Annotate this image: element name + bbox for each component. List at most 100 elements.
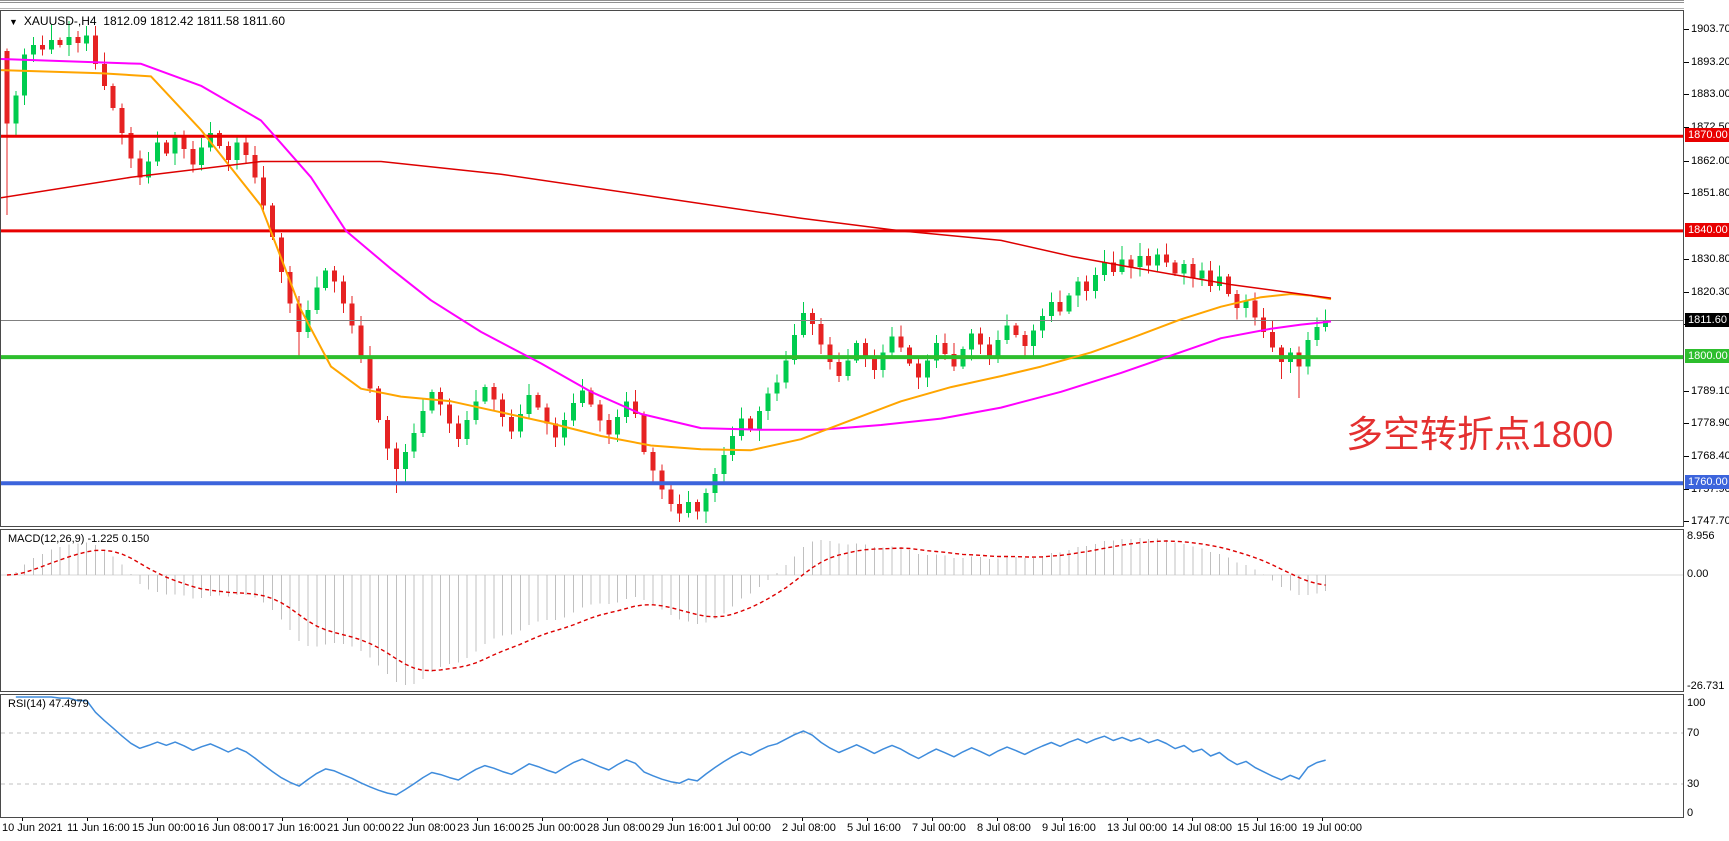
time-tick-mark — [1257, 818, 1258, 821]
time-axis-label: 21 Jun 00:00 — [327, 822, 391, 834]
macd-axis-tick: -26.731 — [1687, 680, 1725, 692]
macd-axis-tick: 8.956 — [1687, 530, 1715, 542]
price-badge-1800.00: 1800.00 — [1685, 349, 1729, 363]
macd-label: MACD(12,26,9) -1.225 0.150 — [8, 533, 150, 545]
price-tick-mark — [1684, 259, 1689, 260]
price-axis-tick: 1820.30 — [1691, 286, 1729, 298]
price-tick-mark — [1684, 391, 1689, 392]
time-tick-mark — [1127, 818, 1128, 821]
price-tick-mark — [1684, 521, 1689, 522]
macd-axis-tick: 0.00 — [1687, 568, 1709, 580]
candlestick-chart[interactable] — [1, 11, 1683, 526]
price-axis-tick: 1778.90 — [1691, 417, 1729, 429]
rsi-chart[interactable] — [1, 695, 1683, 817]
time-axis-label: 14 Jul 08:00 — [1172, 822, 1232, 834]
price-tick-mark — [1684, 292, 1689, 293]
time-axis-label: 10 Jun 2021 — [2, 822, 63, 834]
price-axis-tick: 1903.70 — [1691, 23, 1729, 35]
time-axis-label: 23 Jun 16:00 — [457, 822, 521, 834]
time-tick-mark — [867, 818, 868, 821]
price-tick-mark — [1684, 423, 1689, 424]
price-badge-1811.60: 1811.60 — [1685, 313, 1729, 327]
time-axis-label: 29 Jun 16:00 — [652, 822, 716, 834]
time-tick-mark — [87, 818, 88, 821]
time-tick-mark — [412, 818, 413, 821]
time-axis[interactable]: 10 Jun 2021 11 Jun 16:00 15 Jun 00:00 16 Ju… — [0, 818, 1729, 841]
ma-orange — [1, 69, 1332, 452]
time-tick-mark — [997, 818, 998, 821]
price-axis-tick: 1768.40 — [1691, 450, 1729, 462]
price-axis-tick: 1883.00 — [1691, 88, 1729, 100]
symbol-title: ▼ XAUUSD-,H4 1812.09 1812.42 1811.58 1811… — [9, 14, 285, 28]
price-tick-mark — [1684, 29, 1689, 30]
time-axis-label: 5 Jul 16:00 — [847, 822, 901, 834]
macd-chart[interactable] — [1, 530, 1683, 691]
price-tick-mark — [1684, 456, 1689, 457]
main-chart-panel[interactable]: ▼ XAUUSD-,H4 1812.09 1812.42 1811.58 1811… — [0, 10, 1684, 527]
time-axis-label: 8 Jul 08:00 — [977, 822, 1031, 834]
time-tick-mark — [22, 818, 23, 821]
rsi-axis-tick: 70 — [1687, 727, 1700, 739]
time-tick-mark — [217, 818, 218, 821]
price-tick-mark — [1684, 62, 1689, 63]
rsi-label: RSI(14) 47.4979 — [8, 698, 89, 710]
time-axis-label: 28 Jun 08:00 — [587, 822, 651, 834]
symbol-timeframe-label: XAUUSD-,H4 — [23, 14, 97, 28]
price-tick-mark — [1684, 193, 1689, 194]
price-axis-tick: 1830.80 — [1691, 253, 1729, 265]
time-axis-label: 17 Jun 16:00 — [262, 822, 326, 834]
price-axis-tick: 1862.00 — [1691, 155, 1729, 167]
time-axis-label: 1 Jul 00:00 — [717, 822, 771, 834]
time-axis-label: 7 Jul 00:00 — [912, 822, 966, 834]
time-tick-mark — [282, 818, 283, 821]
time-tick-mark — [477, 818, 478, 821]
time-axis-label: 15 Jul 16:00 — [1237, 822, 1297, 834]
time-axis-label: 19 Jul 00:00 — [1302, 822, 1362, 834]
time-tick-mark — [152, 818, 153, 821]
price-badge-1870.00: 1870.00 — [1685, 128, 1729, 142]
ohlc-quote-readout: 1812.09 1812.42 1811.58 1811.60 — [103, 14, 286, 28]
time-axis-label: 9 Jul 16:00 — [1042, 822, 1096, 834]
dropdown-arrow-icon: ▼ — [9, 17, 18, 27]
time-tick-mark — [672, 818, 673, 821]
time-axis-label: 15 Jun 00:00 — [132, 822, 196, 834]
time-tick-mark — [607, 818, 608, 821]
price-tick-mark — [1684, 94, 1689, 95]
window-top-strip — [0, 0, 1729, 9]
time-tick-mark — [1062, 818, 1063, 821]
time-tick-mark — [1322, 818, 1323, 821]
ma-red — [1, 160, 1332, 299]
price-axis-tick: 1747.70 — [1691, 515, 1729, 527]
rsi-axis-tick: 30 — [1687, 778, 1700, 790]
chart-annotation: 多空转折点1800 — [1346, 414, 1614, 455]
rsi-line — [15, 696, 1326, 796]
price-axis-tick: 1851.80 — [1691, 187, 1729, 199]
time-tick-mark — [542, 818, 543, 821]
time-axis-label: 25 Jun 00:00 — [522, 822, 586, 834]
time-tick-mark — [1192, 818, 1193, 821]
time-axis-label: 11 Jun 16:00 — [67, 822, 130, 834]
price-tick-mark — [1684, 489, 1689, 490]
rsi-axis-tick: 100 — [1687, 697, 1706, 709]
macd-signal-line — [6, 540, 1326, 672]
time-tick-mark — [932, 818, 933, 821]
time-axis-label: 16 Jun 08:00 — [197, 822, 261, 834]
price-badge-1840.00: 1840.00 — [1685, 223, 1729, 237]
price-tick-mark — [1684, 127, 1689, 128]
time-tick-mark — [802, 818, 803, 821]
time-axis-label: 13 Jul 00:00 — [1107, 822, 1167, 834]
price-axis-tick: 1789.10 — [1691, 385, 1729, 397]
time-tick-mark — [347, 818, 348, 821]
ma-magenta — [1, 58, 1332, 431]
rsi-axis-tick: 0 — [1687, 807, 1694, 819]
rsi-panel[interactable]: RSI(14) 47.4979 — [0, 694, 1684, 818]
price-tick-mark — [1684, 161, 1689, 162]
time-axis-label: 2 Jul 08:00 — [782, 822, 836, 834]
time-tick-mark — [737, 818, 738, 821]
price-axis-tick: 1893.20 — [1691, 56, 1729, 68]
price-badge-1760.00: 1760.00 — [1685, 475, 1729, 489]
macd-panel[interactable]: MACD(12,26,9) -1.225 0.150 — [0, 529, 1684, 692]
price-axis[interactable]: 1903.70 1893.20 1883.00 1872.50 1862.00 1851.… — [1684, 0, 1729, 841]
time-axis-label: 22 Jun 08:00 — [392, 822, 456, 834]
